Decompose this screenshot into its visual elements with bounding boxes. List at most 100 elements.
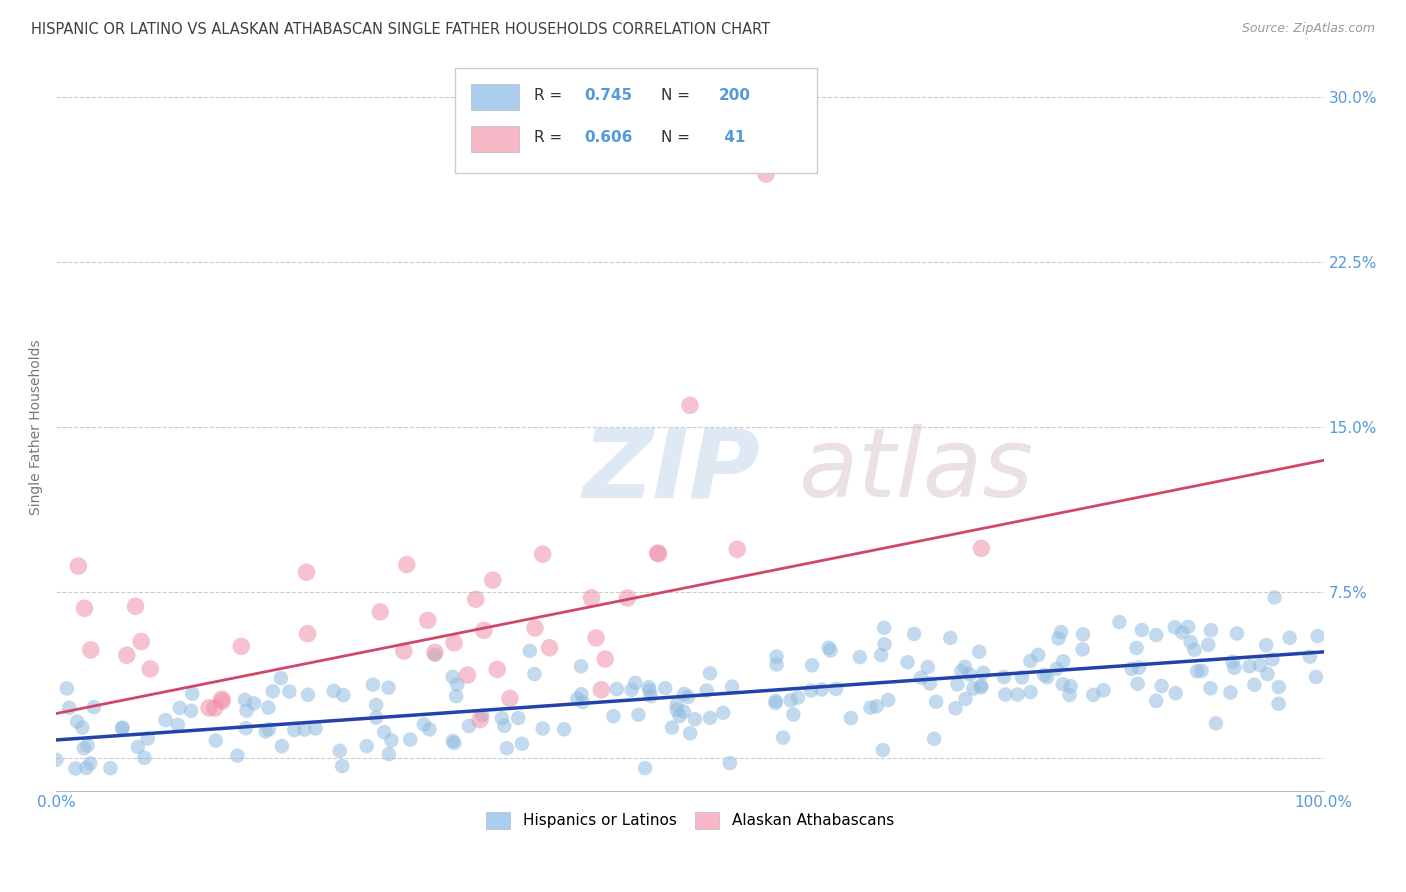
Point [72, 721, 94, 735]
Point [665, 698, 688, 712]
Point [910, 671, 932, 685]
Point [330, 759, 353, 773]
Point [1306, 629, 1329, 643]
Point [418, 723, 440, 737]
Point [111, 722, 134, 736]
Point [1222, 655, 1244, 669]
Point [257, 700, 280, 714]
Point [366, 698, 388, 712]
Text: R =: R = [534, 130, 567, 145]
Point [1199, 624, 1222, 638]
Point [1257, 667, 1279, 681]
Point [181, 687, 204, 701]
Point [233, 693, 256, 707]
Point [866, 699, 889, 714]
Point [231, 640, 253, 654]
Point [115, 648, 138, 663]
Point [1071, 642, 1094, 657]
Point [950, 665, 973, 679]
Point [859, 700, 882, 714]
Point [676, 690, 699, 704]
Point [922, 731, 945, 746]
Point [243, 696, 266, 710]
Point [271, 739, 294, 753]
Point [1261, 652, 1284, 666]
Point [765, 649, 787, 664]
Point [569, 659, 592, 673]
Point [779, 693, 801, 707]
Point [226, 748, 249, 763]
Point [519, 644, 541, 658]
Point [1036, 670, 1059, 684]
Text: atlas: atlas [797, 425, 1032, 517]
Point [817, 640, 839, 655]
Point [1164, 620, 1187, 634]
Point [167, 718, 190, 732]
Point [839, 711, 862, 725]
Point [66, 714, 89, 729]
Point [127, 739, 149, 754]
Point [800, 683, 823, 698]
FancyBboxPatch shape [456, 68, 817, 173]
Point [329, 744, 352, 758]
Point [870, 648, 893, 662]
Point [1223, 661, 1246, 675]
Point [139, 662, 162, 676]
Point [169, 701, 191, 715]
Point [73, 601, 96, 615]
Point [79, 756, 101, 771]
Point [1164, 686, 1187, 700]
Point [297, 626, 319, 640]
Point [441, 734, 464, 748]
Point [1268, 680, 1291, 694]
Point [962, 681, 984, 696]
Point [1052, 654, 1074, 668]
Text: ZIP: ZIP [582, 425, 761, 517]
Point [637, 680, 659, 694]
Point [423, 648, 446, 662]
Point [304, 722, 326, 736]
Point [711, 706, 734, 720]
Point [278, 684, 301, 698]
Point [825, 681, 848, 696]
Point [1019, 654, 1042, 668]
Point [155, 713, 177, 727]
Point [1205, 716, 1227, 731]
Point [1278, 631, 1301, 645]
Point [679, 726, 702, 740]
Point [873, 621, 896, 635]
Point [211, 694, 233, 708]
Point [616, 591, 638, 605]
Point [1226, 626, 1249, 640]
Point [468, 713, 491, 727]
Point [772, 731, 794, 745]
Text: R =: R = [534, 87, 567, 103]
Point [1019, 685, 1042, 699]
Point [602, 709, 624, 723]
Point [1092, 683, 1115, 698]
Point [416, 613, 439, 627]
Point [524, 621, 547, 635]
Text: N =: N = [661, 130, 695, 145]
Point [683, 712, 706, 726]
Point [1144, 628, 1167, 642]
Point [254, 724, 277, 739]
Point [412, 717, 434, 731]
FancyBboxPatch shape [471, 126, 519, 152]
Point [801, 658, 824, 673]
Point [959, 667, 981, 681]
Point [627, 707, 650, 722]
Point [1243, 678, 1265, 692]
Point [917, 660, 939, 674]
Point [765, 657, 787, 672]
Point [581, 591, 603, 605]
Text: 200: 200 [718, 87, 751, 103]
Point [368, 605, 391, 619]
Point [593, 652, 616, 666]
Point [672, 705, 695, 719]
Point [538, 640, 561, 655]
Point [820, 643, 842, 657]
Point [395, 558, 418, 572]
Point [481, 573, 503, 587]
Point [235, 704, 257, 718]
